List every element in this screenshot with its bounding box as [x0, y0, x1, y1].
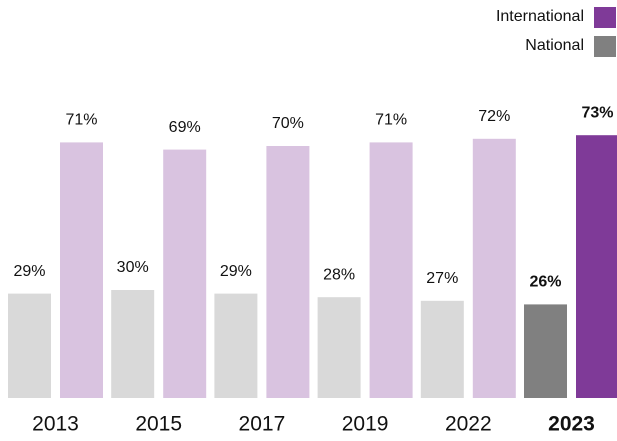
- x-tick-label: 2022: [445, 413, 492, 436]
- bar: [472, 138, 516, 399]
- bar: [420, 300, 464, 398]
- legend-label: International: [496, 8, 584, 25]
- bar: [266, 146, 310, 398]
- bar: [576, 135, 617, 398]
- value-label: 28%: [323, 266, 355, 283]
- bar: [317, 297, 361, 398]
- bar: [8, 293, 51, 398]
- value-label: 71%: [375, 112, 407, 129]
- x-tick-label: 2015: [135, 413, 182, 436]
- x-tick-label: 2019: [342, 413, 389, 436]
- bar: [369, 142, 413, 398]
- value-label: 72%: [478, 108, 510, 125]
- value-label: 29%: [13, 263, 45, 280]
- bar: [163, 149, 207, 398]
- value-label: 27%: [426, 270, 458, 287]
- legend-swatch: [594, 7, 616, 28]
- value-label: 26%: [529, 274, 561, 291]
- value-label: 70%: [272, 115, 304, 132]
- value-label: 69%: [169, 119, 201, 136]
- value-label: 30%: [117, 259, 149, 276]
- value-label: 29%: [220, 263, 252, 280]
- x-tick-label: 2023: [548, 413, 595, 436]
- x-tick-label: 2017: [239, 413, 286, 436]
- value-label: 71%: [65, 112, 97, 129]
- bar: [214, 293, 258, 398]
- bar: [60, 142, 103, 398]
- legend-swatch: [594, 36, 616, 57]
- value-label: 73%: [581, 104, 613, 121]
- x-tick-label: 2013: [32, 413, 79, 436]
- legend-label: National: [525, 37, 584, 54]
- bar: [524, 304, 567, 398]
- bar: [111, 290, 155, 398]
